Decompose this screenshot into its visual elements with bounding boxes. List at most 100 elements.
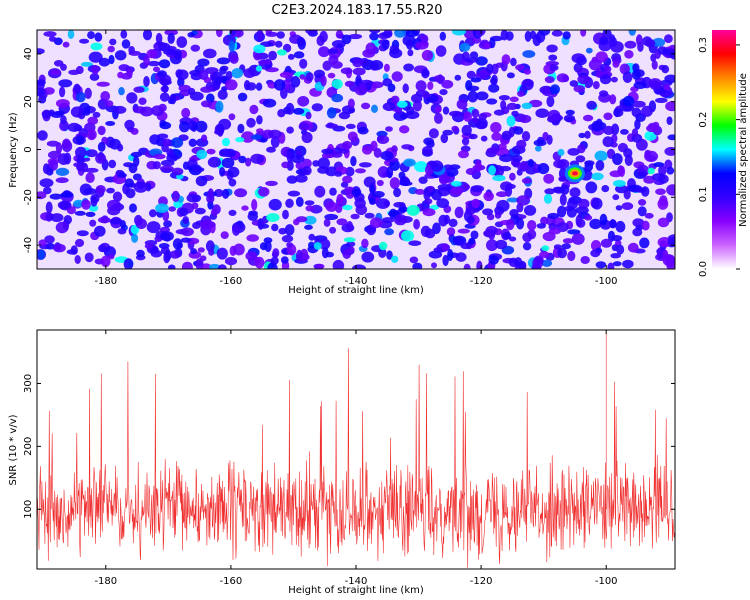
heatmap-cell bbox=[287, 53, 295, 60]
heatmap-cell bbox=[273, 79, 286, 91]
x-tick-label: -100 bbox=[595, 576, 618, 587]
heatmap-cell bbox=[222, 188, 230, 199]
heatmap-cell bbox=[657, 217, 670, 228]
heatmap-cell bbox=[491, 63, 499, 75]
heatmap-cell bbox=[250, 134, 263, 140]
heatmap-y-ticks: -40 -20 0 20 40 bbox=[23, 48, 675, 253]
heatmap-cell bbox=[85, 211, 96, 217]
heatmap-cell bbox=[428, 250, 443, 259]
heatmap-cell bbox=[556, 73, 569, 83]
heatmap-cell bbox=[160, 85, 169, 93]
heatmap-cell bbox=[422, 146, 433, 156]
heatmap-cell bbox=[609, 219, 617, 229]
heatmap-cell bbox=[164, 30, 178, 36]
heatmap-cell bbox=[49, 193, 63, 200]
heatmap-cell bbox=[622, 71, 633, 83]
heatmap-cell bbox=[241, 205, 249, 211]
heatmap-cell bbox=[391, 71, 403, 82]
heatmap-cell bbox=[655, 88, 667, 95]
heatmap-cell bbox=[228, 40, 235, 53]
heatmap-cell bbox=[112, 191, 123, 202]
heatmap-cell bbox=[150, 249, 163, 258]
heatmap-cell bbox=[539, 251, 550, 258]
heatmap-cell bbox=[385, 126, 393, 132]
heatmap-cell bbox=[434, 112, 443, 124]
heatmap-cell bbox=[546, 44, 558, 53]
heatmap-cell bbox=[632, 100, 646, 108]
heatmap-cell bbox=[138, 97, 147, 105]
heatmap-cell bbox=[551, 30, 563, 37]
heatmap-cell bbox=[393, 187, 402, 198]
heatmap-cell bbox=[298, 122, 310, 131]
heatmap-cell bbox=[389, 177, 400, 190]
heatmap-cell bbox=[280, 256, 289, 264]
heatmap-cell bbox=[281, 235, 294, 243]
heatmap-cell bbox=[254, 256, 265, 269]
heatmap-cell bbox=[389, 44, 400, 55]
heatmap-cell bbox=[123, 258, 134, 269]
heatmap-cell bbox=[304, 200, 315, 206]
heatmap-cell bbox=[228, 209, 237, 216]
heatmap-cell bbox=[659, 79, 673, 87]
heatmap-cell bbox=[169, 250, 181, 259]
heatmap-cell bbox=[250, 153, 265, 164]
heatmap-cell bbox=[76, 163, 85, 172]
heatmap-cell bbox=[618, 165, 626, 178]
heatmap-cell bbox=[79, 38, 90, 44]
colorbar-tick-label: 0.3 bbox=[698, 37, 709, 53]
heatmap-cell bbox=[544, 76, 555, 84]
heatmap-cell bbox=[89, 73, 100, 81]
heatmap-cell bbox=[216, 247, 228, 260]
heatmap-cell bbox=[210, 209, 218, 216]
heatmap-cell bbox=[350, 213, 360, 220]
heatmap-cell bbox=[221, 157, 235, 169]
heatmap-cell bbox=[200, 86, 213, 93]
heatmap-cell bbox=[584, 130, 591, 139]
heatmap-cell bbox=[43, 186, 52, 195]
heatmap-cell bbox=[561, 243, 571, 250]
heatmap-cell bbox=[580, 30, 587, 37]
heatmap-cell bbox=[59, 86, 66, 98]
heatmap-cell bbox=[644, 212, 654, 219]
heatmap-cell bbox=[500, 100, 507, 111]
heatmap-cell bbox=[463, 111, 472, 122]
heatmap-cell bbox=[62, 138, 71, 149]
heatmap-cell bbox=[76, 230, 89, 237]
heatmap-cell bbox=[486, 147, 500, 154]
heatmap-cell bbox=[655, 97, 668, 103]
heatmap-cell bbox=[423, 188, 431, 201]
heatmap-cell bbox=[146, 221, 161, 234]
heatmap-cell bbox=[442, 129, 454, 136]
heatmap-cell bbox=[667, 134, 675, 141]
heatmap-cell bbox=[567, 250, 576, 262]
heatmap-cell bbox=[612, 153, 623, 166]
heatmap-cell bbox=[267, 129, 282, 139]
heatmap-cell bbox=[369, 30, 381, 34]
heatmap-cell bbox=[341, 34, 352, 45]
heatmap-cell bbox=[638, 199, 647, 206]
heatmap-cell bbox=[632, 218, 645, 228]
heatmap-cell bbox=[229, 54, 239, 64]
heatmap-cell bbox=[636, 138, 648, 151]
heatmap-cell bbox=[516, 217, 525, 230]
heatmap-cell bbox=[441, 79, 454, 89]
heatmap-cell bbox=[557, 148, 565, 157]
heatmap-cell bbox=[615, 220, 626, 233]
heatmap-cell bbox=[622, 95, 635, 107]
heatmap-cell bbox=[109, 218, 123, 225]
heatmap-cell bbox=[514, 257, 523, 268]
heatmap-cell bbox=[159, 121, 172, 130]
heatmap-cell bbox=[317, 157, 330, 169]
heatmap-cell bbox=[227, 166, 240, 178]
heatmap-cell bbox=[471, 198, 481, 209]
heatmap-cell bbox=[496, 191, 508, 198]
heatmap-cell bbox=[57, 200, 71, 210]
heatmap-cell bbox=[433, 75, 446, 83]
heatmap-cell bbox=[39, 178, 54, 188]
heatmap-cell bbox=[641, 105, 653, 117]
heatmap-cell bbox=[527, 220, 537, 231]
heatmap-cell bbox=[612, 194, 620, 201]
heatmap-cell bbox=[475, 159, 482, 172]
heatmap-cell bbox=[634, 119, 641, 130]
heatmap-cell bbox=[308, 241, 315, 249]
